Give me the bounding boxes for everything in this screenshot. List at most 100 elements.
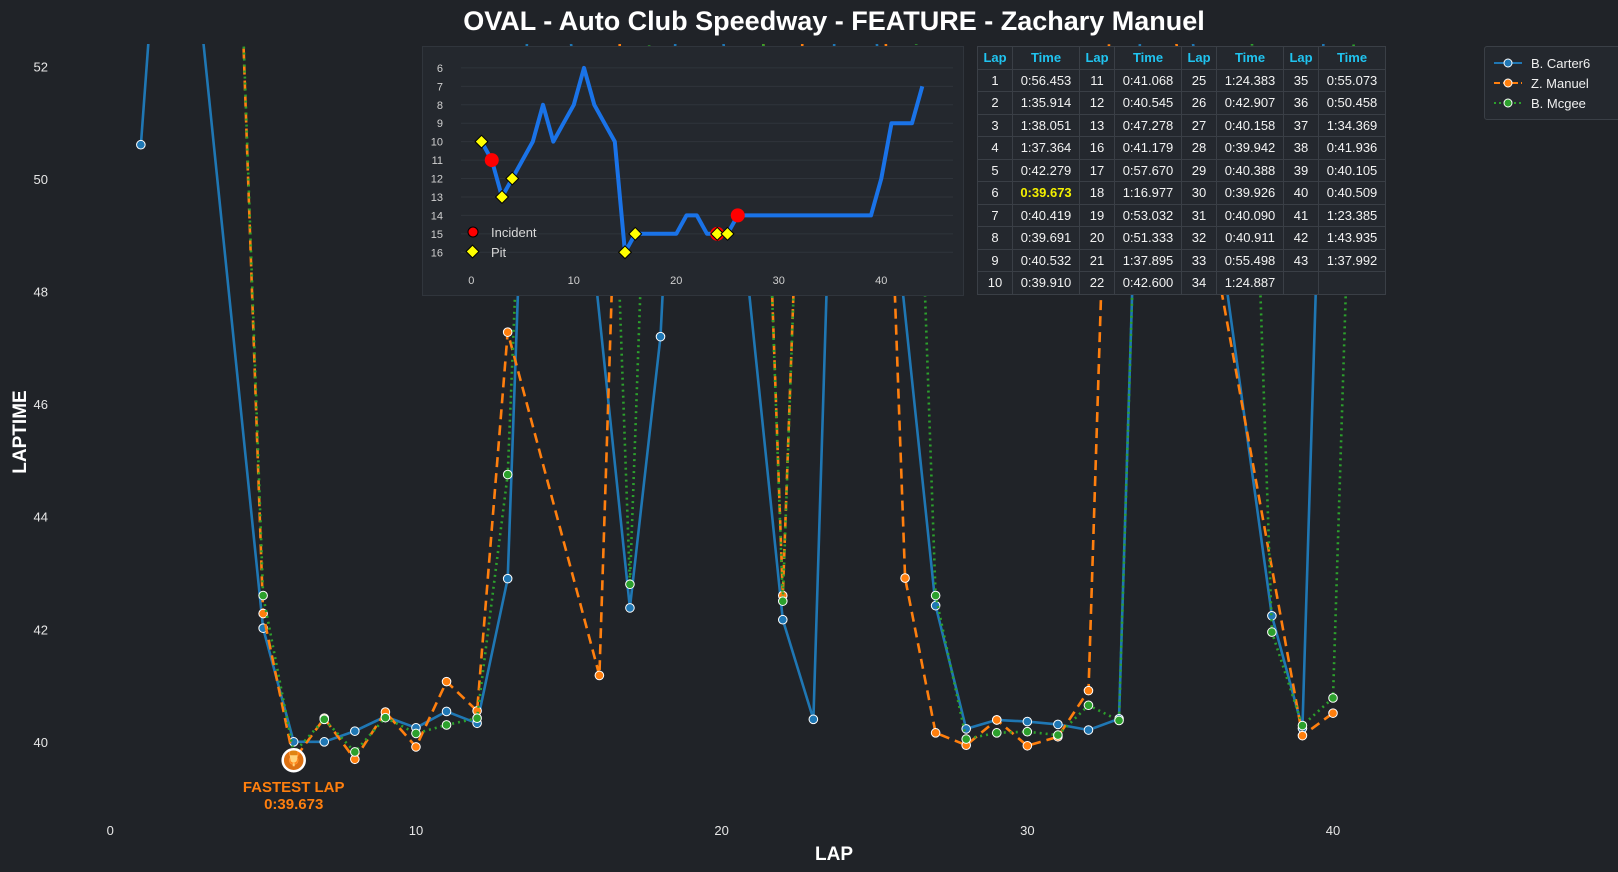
fastest-lap-value: 0:39.673 — [264, 796, 323, 813]
lap-number-cell: 40 — [1283, 181, 1319, 205]
lap-number-cell: 32 — [1181, 226, 1217, 250]
lap-number-cell: 41 — [1283, 203, 1319, 227]
data-point — [258, 590, 268, 601]
inset-y-tick: 12 — [431, 174, 443, 186]
data-point — [411, 742, 421, 752]
lap-time-cell: 0:40.532 — [1012, 248, 1080, 272]
lap-time-cell: 1:24.383 — [1216, 68, 1284, 92]
inset-y-tick: 15 — [431, 229, 443, 241]
inset-ticks: 6 7 8 9 10 11 12 13 14 15 16 0 10 20 30 40 — [431, 63, 888, 287]
data-point — [961, 734, 971, 744]
data-point — [1297, 730, 1308, 741]
lap-number-cell: 11 — [1079, 68, 1115, 92]
chart-title: OVAL - Auto Club Speedway - FEATURE - Za… — [463, 6, 1205, 36]
data-point — [1267, 610, 1277, 621]
lap-time-cell: 1:37.895 — [1114, 248, 1182, 272]
inset-y-tick: 11 — [432, 155, 443, 167]
legend-swatch-manuel — [1494, 78, 1522, 88]
lap-time-cell: 0:41.179 — [1114, 136, 1182, 160]
data-point — [502, 469, 513, 480]
lap-number-cell: 34 — [1181, 271, 1217, 295]
lap-header: Lap — [1283, 46, 1319, 70]
lap-number-cell: 37 — [1283, 113, 1319, 137]
pit-marker — [720, 226, 735, 241]
legend-label: B. Carter6 — [1531, 55, 1591, 71]
pit-marker — [494, 189, 510, 205]
inset-y-tick: 8 — [437, 100, 443, 112]
lap-time-cell: 1:35.914 — [1012, 91, 1080, 115]
lap-number-cell: 17 — [1079, 158, 1115, 182]
inset-x-tick: 30 — [773, 275, 785, 287]
lap-time-cell: 1:34.369 — [1318, 113, 1386, 137]
data-point — [1053, 730, 1063, 740]
lap-number-cell: 18 — [1079, 181, 1115, 205]
lap-number-cell: 29 — [1181, 158, 1217, 182]
data-point — [1022, 716, 1033, 727]
lap-time-cell: 0:42.907 — [1216, 91, 1284, 115]
lap-number-cell: 25 — [1181, 68, 1217, 92]
data-point — [441, 720, 452, 730]
lap-number-cell: 43 — [1283, 248, 1319, 272]
y-tick-label: 42 — [34, 622, 48, 637]
lap-number-cell: 42 — [1283, 226, 1319, 250]
x-tick-label: 10 — [409, 823, 423, 838]
lap-table-row: 5 0:42.279 17 0:57.670 29 0:40.388 39 0:40.105 — [977, 158, 1386, 182]
data-point — [1297, 720, 1308, 731]
lap-header: Lap — [1181, 46, 1217, 70]
legend-swatch-mcgee — [1494, 98, 1522, 108]
lap-number-cell: 10 — [977, 271, 1013, 295]
lap-time-cell: 0:53.032 — [1114, 203, 1182, 227]
lap-number-cell: 26 — [1181, 91, 1217, 115]
data-point — [930, 728, 941, 738]
incident-legend-label: Incident — [491, 225, 537, 240]
lap-number-cell: 31 — [1181, 203, 1217, 227]
data-point — [441, 706, 452, 717]
data-point — [1328, 708, 1338, 718]
lap-number-cell: 1 — [977, 68, 1013, 92]
x-axis-label: LAP — [815, 844, 853, 865]
lap-number-cell: 38 — [1283, 136, 1319, 160]
data-point — [930, 590, 941, 601]
data-point — [625, 603, 635, 613]
lap-time-cell: 0:41.068 — [1114, 68, 1182, 92]
data-point — [625, 579, 635, 590]
lap-number-cell: 36 — [1283, 91, 1319, 115]
time-header: Time — [1012, 46, 1080, 70]
series-2 — [242, 44, 1355, 758]
inset-x-tick: 20 — [670, 275, 682, 287]
lap-time-cell: 0:56.453 — [1012, 68, 1080, 92]
data-point — [1267, 627, 1277, 637]
data-point — [961, 724, 971, 734]
inset-position-line — [479, 65, 925, 255]
lap-number-cell: 28 — [1181, 136, 1217, 160]
lap-time-cell: 0:47.278 — [1114, 113, 1182, 137]
lap-time-cell: 0:57.670 — [1114, 158, 1182, 182]
lap-time-cell: 0:50.458 — [1318, 91, 1386, 115]
legend-item-manuel: Z. Manuel — [1493, 73, 1613, 93]
data-point — [136, 139, 146, 150]
lap-time-cell: 0:39.691 — [1012, 226, 1080, 250]
legend-item-carter: B. Carter6 — [1493, 53, 1613, 73]
inset-markers — [474, 134, 745, 260]
lap-time-cell: 0:39.926 — [1216, 181, 1284, 205]
lap-header: Lap — [1079, 46, 1115, 70]
data-point — [319, 737, 330, 747]
lap-number-cell: 4 — [977, 136, 1013, 160]
lap-number-cell: 7 — [977, 203, 1013, 227]
y-axis-label: LAPTIME — [10, 390, 31, 473]
lap-time-cell: 0:51.333 — [1114, 226, 1182, 250]
legend-item-mcgee: B. Mcgee — [1493, 93, 1613, 113]
chart-legend: B. Carter6 Z. Manuel B. Mcgee — [1484, 46, 1618, 120]
y-tick-label: 46 — [34, 397, 48, 412]
legend-label: Z. Manuel — [1531, 75, 1589, 91]
lap-time-cell — [1318, 271, 1386, 295]
x-tick-label: 20 — [714, 823, 728, 838]
y-tick-label: 48 — [34, 285, 48, 300]
data-point — [808, 714, 819, 725]
lap-time-cell: 0:40.105 — [1318, 158, 1386, 182]
legend-label: B. Mcgee — [1531, 95, 1586, 111]
lap-time-cell: 1:37.364 — [1012, 136, 1080, 160]
incident-legend-marker — [467, 226, 479, 238]
lap-time-cell: 0:39.673 — [1012, 181, 1080, 205]
position-line — [479, 65, 925, 255]
